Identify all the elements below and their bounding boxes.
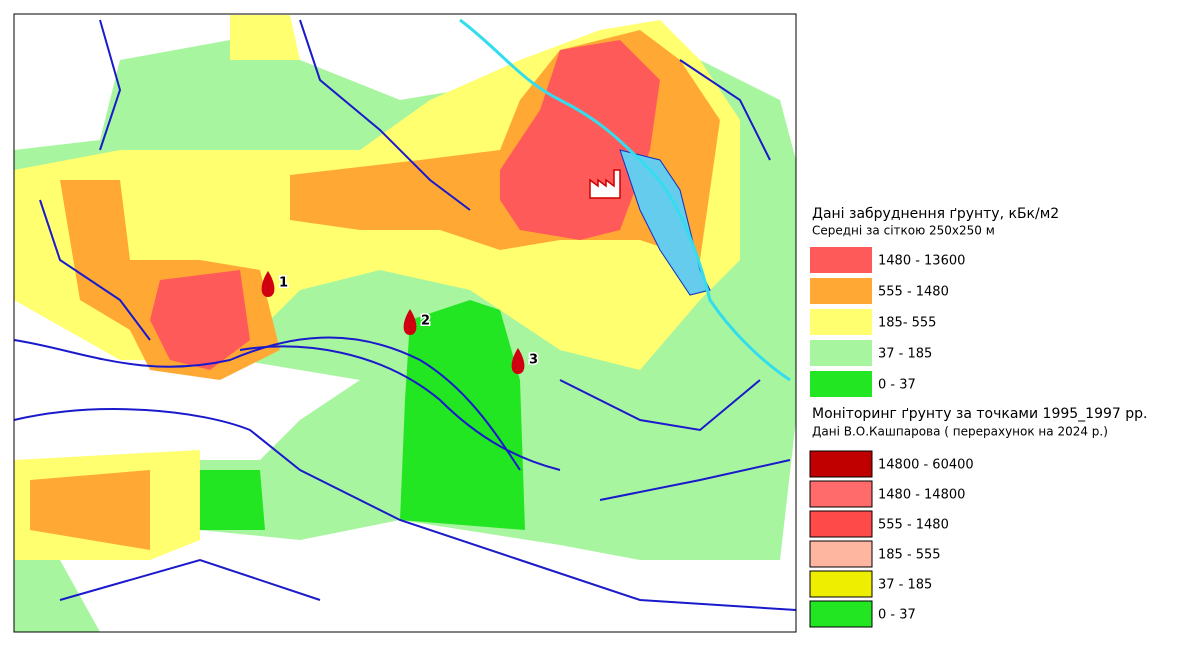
marker-drop [261,271,275,297]
legend-swatch [809,450,873,478]
map-frame [13,13,797,633]
lake [619,149,711,296]
river [239,345,561,471]
zone-green [200,300,525,530]
legend-label: 555 - 1480 [878,518,949,533]
legend-swatch [810,309,872,335]
river [13,408,797,611]
legend-label: 1480 - 14800 [878,488,965,503]
legend: Дані забруднення ґрунту, кБк/м2 Середні … [809,206,1147,628]
legend-swatch [809,600,873,628]
legend-label: 185 - 555 [878,548,941,563]
marker-label: 3 [529,353,538,368]
legend-swatch [810,371,872,397]
markers: 1 2 3 [261,271,540,374]
marker-label: 2 [421,314,430,329]
legend-label: 555 - 1480 [878,285,949,300]
river [39,19,471,341]
zone-red [150,40,660,370]
legend-label: 37 - 185 [878,578,932,593]
legend-title: Дані забруднення ґрунту, кБк/м2 [812,206,1059,222]
legend-label: 0 - 37 [878,378,916,393]
map: 1 2 3 [13,13,797,633]
marker-label: 1 [279,276,288,291]
marker-drop [511,348,525,374]
legend-label: 1480 - 13600 [878,254,965,269]
legend-label: 185- 555 [878,316,936,331]
marker-drop [403,309,417,335]
river [13,336,521,471]
legend-swatch [809,480,873,508]
legend-subtitle: Дані В.О.Кашпарова ( перерахунок на 2024… [812,425,1108,439]
legend-label: 37 - 185 [878,347,932,362]
legend-swatch [810,340,872,366]
legend-subtitle: Середні за сіткою 250x250 м [812,224,995,238]
legend-label: 0 - 37 [878,608,916,623]
legend-swatch [809,570,873,598]
river-main [459,18,791,382]
rivers [13,19,797,611]
legend-swatch [810,278,872,304]
river [559,59,791,501]
legend-label: 14800 - 60400 [878,458,974,473]
legend-swatch [809,510,873,538]
legend-swatch [810,247,872,273]
zone-light-green [14,560,100,632]
legend-swatch [809,540,873,568]
legend-title: Моніторинг ґрунту за точками 1995_1997 р… [812,406,1147,422]
factory-icon [589,169,621,199]
